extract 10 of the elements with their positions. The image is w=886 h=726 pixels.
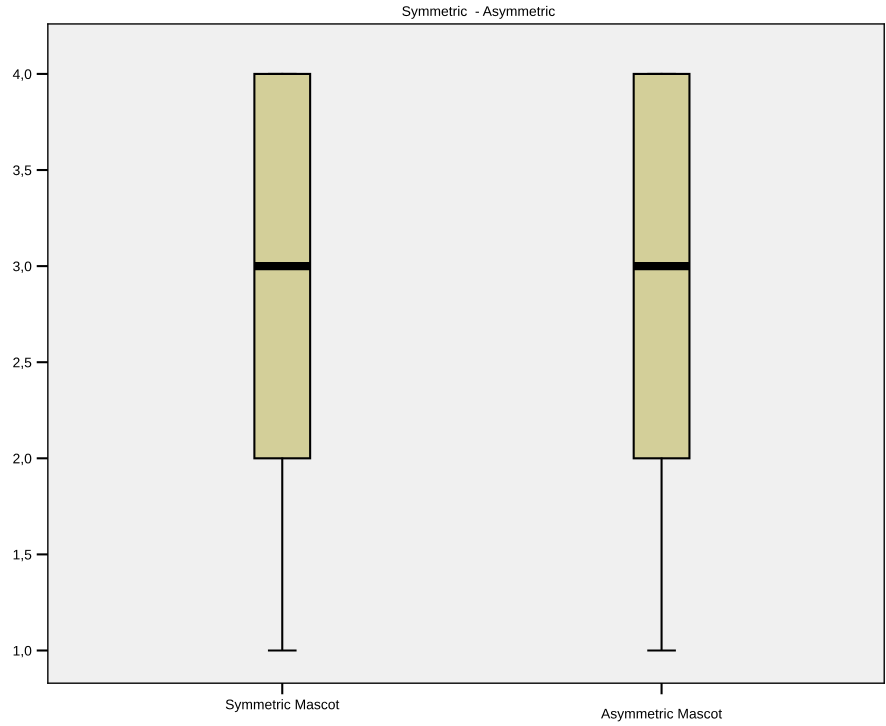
y-tick-label: 1,0 <box>14 646 32 658</box>
x-tick-label: Symmetric Mascot <box>226 699 340 712</box>
y-tick-label: 1,5 <box>14 550 32 562</box>
chart-title: Symmetric - Asymmetric <box>402 6 555 19</box>
y-tick-label: 3,0 <box>13 261 32 273</box>
x-tick-label: Asymmetric Mascot <box>601 708 722 722</box>
y-tick-label: 4,0 <box>12 69 32 81</box>
y-tick-label: 3,5 <box>13 165 32 177</box>
y-tick-label: 2,0 <box>13 454 32 466</box>
y-tick-label: 2,5 <box>13 358 32 370</box>
